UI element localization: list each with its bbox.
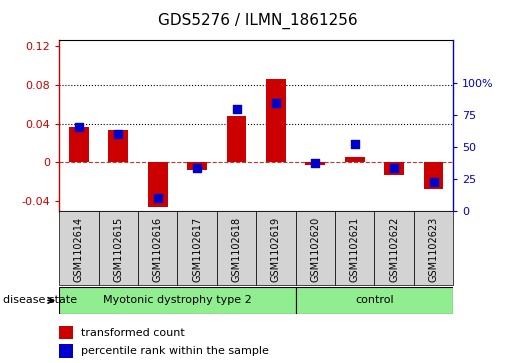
Bar: [384, 162, 404, 175]
Point: [351, 141, 359, 147]
Bar: [335, 211, 374, 285]
Point: [75, 125, 83, 130]
Bar: [187, 162, 207, 170]
Bar: [148, 162, 167, 207]
Text: GSM1102616: GSM1102616: [153, 216, 163, 282]
Text: GSM1102622: GSM1102622: [389, 216, 399, 282]
Bar: [109, 130, 128, 162]
Bar: [374, 211, 414, 285]
Text: GSM1102614: GSM1102614: [74, 216, 84, 282]
Bar: [414, 211, 453, 285]
Bar: [296, 211, 335, 285]
Text: GDS5276 / ILMN_1861256: GDS5276 / ILMN_1861256: [158, 13, 357, 29]
Point: [193, 166, 201, 171]
Bar: [59, 326, 73, 339]
Bar: [69, 127, 89, 162]
Bar: [296, 287, 453, 314]
Text: GSM1102619: GSM1102619: [271, 216, 281, 282]
Point: [430, 179, 438, 185]
Text: GSM1102620: GSM1102620: [311, 216, 320, 282]
Bar: [266, 79, 286, 162]
Text: GSM1102621: GSM1102621: [350, 216, 359, 282]
Bar: [99, 211, 138, 285]
Text: transformed count: transformed count: [81, 327, 185, 338]
Bar: [59, 287, 296, 314]
Point: [153, 195, 162, 201]
Bar: [305, 162, 325, 165]
Bar: [138, 211, 177, 285]
Bar: [227, 116, 246, 162]
Text: control: control: [355, 295, 394, 305]
Point: [114, 131, 123, 136]
Point: [390, 166, 398, 171]
Text: GSM1102618: GSM1102618: [232, 216, 242, 282]
Bar: [59, 211, 99, 285]
Point: [232, 107, 241, 113]
Text: GSM1102617: GSM1102617: [192, 216, 202, 282]
Text: Myotonic dystrophy type 2: Myotonic dystrophy type 2: [103, 295, 252, 305]
Bar: [256, 211, 296, 285]
Text: GSM1102623: GSM1102623: [428, 216, 438, 282]
Point: [311, 160, 319, 166]
Bar: [217, 211, 256, 285]
Text: GSM1102615: GSM1102615: [113, 216, 123, 282]
Point: [272, 100, 280, 106]
Text: disease state: disease state: [3, 295, 77, 305]
Bar: [345, 158, 365, 162]
Bar: [59, 344, 73, 358]
Text: percentile rank within the sample: percentile rank within the sample: [81, 346, 269, 356]
Bar: [177, 211, 217, 285]
Bar: [424, 162, 443, 189]
